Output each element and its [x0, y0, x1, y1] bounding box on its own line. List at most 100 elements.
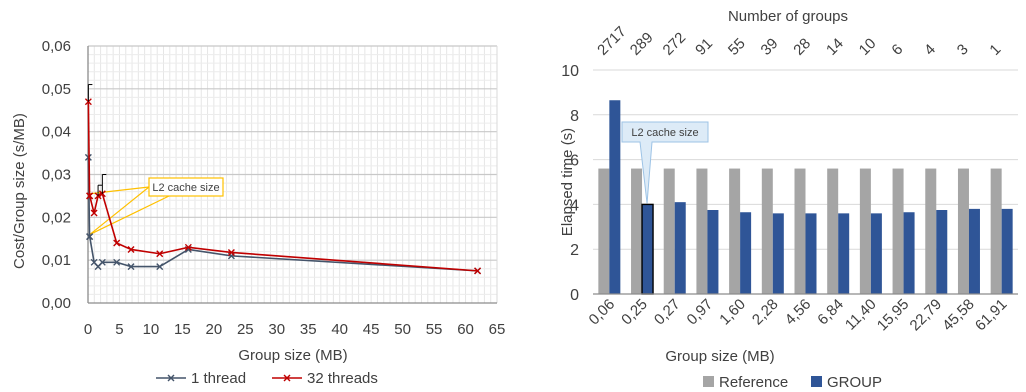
- left-y-tick-label: 0,01: [42, 252, 71, 269]
- left-callout-leader: [89, 186, 150, 195]
- left-annotation: L2 cache size: [89, 177, 224, 236]
- left-x-tick-label: 0: [84, 321, 92, 338]
- right-bar-reference: [859, 168, 871, 294]
- left-y-tick-label: 0,03: [42, 167, 71, 184]
- right-x-tick-label: 0,27: [651, 296, 684, 329]
- left-error-bar: [97, 184, 103, 196]
- left-y-tick-label: 0,02: [42, 209, 71, 226]
- right-callout-box: [621, 121, 709, 204]
- point-mark: [156, 250, 164, 258]
- point-mark: [156, 263, 164, 271]
- left-x-tick-label: 5: [115, 321, 123, 338]
- right-x-tick-labels: 0,06 0,25 0,27 0,97 1,60 2,28 4,56 6,8411,4015,…: [586, 296, 1011, 335]
- right-x-tick-label: 61,91: [972, 296, 1011, 335]
- right-y-tick-label: 0: [570, 287, 579, 304]
- left-series-point-1: [90, 209, 98, 217]
- right-y-tick-label: 6: [570, 153, 579, 170]
- right-bar-group: [838, 213, 850, 294]
- left-y-tick-label: 0,06: [42, 38, 71, 55]
- right-bar-group: [740, 212, 752, 294]
- point-mark: [127, 263, 135, 271]
- right-top-axis-label: Number of groups: [728, 8, 848, 25]
- right-bar-reference: [957, 168, 969, 294]
- right-y-tick-label: 2: [570, 242, 579, 259]
- left-series-point-1: [227, 248, 235, 256]
- right-top-tick-label: 4: [921, 41, 939, 59]
- right-top-tick-label: 272: [660, 29, 690, 59]
- left-series-point-0: [86, 233, 94, 241]
- left-legend-marker: [167, 374, 175, 382]
- left-series-point-1: [184, 243, 192, 251]
- right-bar-reference: [696, 168, 708, 294]
- right-bar-reference: [990, 168, 1002, 294]
- left-callout-text: L2 cache size: [152, 182, 219, 194]
- right-top-tick-label: 6: [888, 41, 906, 59]
- left-x-tick-label: 45: [363, 321, 380, 338]
- left-x-tick-label: 20: [206, 321, 223, 338]
- left-callout-leader: [89, 186, 150, 235]
- right-annotation: L2 cache size: [621, 121, 709, 204]
- right-bar-group: [641, 203, 654, 295]
- right-callout-text: L2 cache size: [631, 127, 698, 139]
- right-x-tick-label: 0,25: [618, 296, 651, 329]
- right-bar-reference: [663, 168, 675, 294]
- point-mark: [98, 258, 106, 266]
- point-mark: [113, 239, 121, 247]
- right-x-axis-label: Group size (MB): [665, 348, 774, 365]
- left-series-point-1: [156, 250, 164, 258]
- right-legend-label: Reference: [719, 374, 788, 391]
- right-top-tick-label: 3: [954, 41, 972, 59]
- point-mark: [90, 258, 98, 266]
- right-bar-reference: [794, 168, 806, 294]
- right-top-tick-label: 289: [627, 29, 657, 59]
- left-x-tick-label: 60: [457, 321, 474, 338]
- right-bars: [598, 100, 1013, 295]
- right-bar-group: [903, 212, 915, 294]
- left-x-tick-label: 40: [331, 321, 348, 338]
- point-mark: [184, 243, 192, 251]
- right-y-tick-label: 4: [570, 197, 579, 214]
- right-legend-label: GROUP: [827, 374, 882, 391]
- right-bar-reference: [827, 168, 839, 294]
- left-callout-leader: [89, 195, 170, 236]
- right-bar-group: [707, 210, 719, 294]
- point-mark: [227, 248, 235, 256]
- left-x-tick-label: 50: [394, 321, 411, 338]
- right-legend-item: Reference: [703, 374, 788, 391]
- left-error-bar: [87, 84, 93, 102]
- left-legend-label: 32 threads: [307, 370, 378, 387]
- left-x-tick-label: 35: [300, 321, 317, 338]
- right-legend-swatch: [703, 376, 714, 387]
- left-gridlines: [88, 45, 498, 303]
- left-x-tick-label: 15: [174, 321, 191, 338]
- point-mark: [90, 209, 98, 217]
- right-bar-group: [968, 208, 980, 294]
- left-series: [84, 84, 482, 275]
- left-legend-label: 1 thread: [191, 370, 246, 387]
- line-chart: 0,00 0,01 0,02 0,03 0,04 0,05 0,06 0 5 10 15 20 25 3…: [11, 38, 505, 387]
- right-y-axis-label: Elapsed time (s): [559, 128, 576, 236]
- left-x-tick-label: 25: [237, 321, 254, 338]
- right-bar-reference: [631, 168, 643, 294]
- right-bar-group: [936, 210, 948, 294]
- left-legend-marker: [283, 374, 291, 382]
- right-bar-reference: [598, 168, 610, 294]
- right-x-tick-label: 6,84: [814, 296, 847, 329]
- left-x-tick-label: 30: [268, 321, 285, 338]
- right-bar-reference: [892, 168, 904, 294]
- right-top-tick-label: 14: [823, 35, 847, 59]
- right-top-tick-label: 2717: [594, 23, 630, 59]
- right-top-tick-label: 10: [856, 35, 880, 59]
- left-x-tick-label: 10: [143, 321, 160, 338]
- left-legend-item: 32 threads: [272, 370, 378, 387]
- left-legend-item: 1 thread: [156, 370, 246, 387]
- left-y-tick-label: 0,05: [42, 81, 71, 98]
- left-x-tick-label: 55: [426, 321, 443, 338]
- point-mark: [127, 245, 135, 253]
- left-series-point-1: [127, 245, 135, 253]
- left-series-point-0: [113, 258, 121, 266]
- right-x-tick-label: 22,79: [907, 296, 946, 335]
- right-bar-reference: [729, 168, 741, 294]
